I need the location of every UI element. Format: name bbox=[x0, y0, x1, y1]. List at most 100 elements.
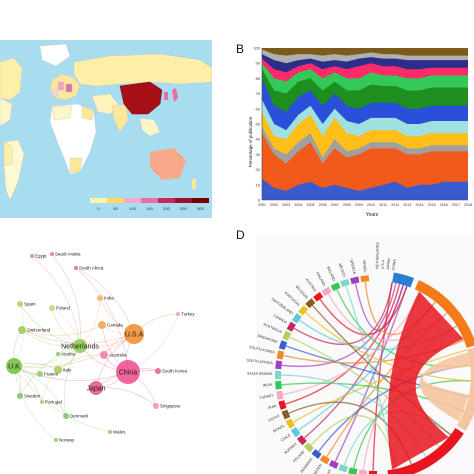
x-tick-label: 2007 bbox=[331, 203, 339, 207]
legend-tick: 0 bbox=[97, 206, 100, 211]
network-node-label: Japan bbox=[86, 386, 105, 393]
chord-country-arc bbox=[275, 370, 282, 380]
chord-label: BRAZIL bbox=[273, 424, 286, 434]
x-tick-label: 2002 bbox=[270, 203, 278, 207]
network-node-label: Canada bbox=[107, 323, 123, 328]
y-tick-label: 10 bbox=[256, 182, 261, 187]
chord-country-arc bbox=[290, 427, 301, 438]
network-node-label: Sweden bbox=[24, 394, 41, 399]
chord-diagram: ITALYU.KSPAINFRANCEGERMANYSWEDENDENMARKP… bbox=[246, 234, 474, 474]
chord-country-arc bbox=[303, 442, 314, 453]
chord-ribbon bbox=[319, 285, 408, 336]
network-edge bbox=[75, 267, 129, 373]
chord-country-arc bbox=[338, 464, 348, 473]
panel-letter-b: B bbox=[236, 42, 245, 56]
x-axis-label: Years bbox=[366, 212, 379, 218]
network-node bbox=[40, 400, 44, 404]
network-node-label: South Africa bbox=[79, 266, 104, 271]
network-edge bbox=[13, 333, 135, 368]
network-edge bbox=[13, 365, 57, 441]
chord-label: SOUTH AFRICA bbox=[246, 358, 273, 365]
network-node bbox=[17, 393, 23, 399]
legend-swatch bbox=[158, 198, 175, 203]
chord-label: U.S.A bbox=[381, 259, 386, 269]
x-tick-label: 2004 bbox=[294, 203, 302, 207]
network-node bbox=[6, 358, 22, 374]
x-tick-label: 2015 bbox=[428, 203, 436, 207]
chord-country-arc bbox=[313, 292, 324, 302]
legend-tick: 300 bbox=[197, 206, 204, 211]
network-node bbox=[17, 301, 23, 307]
network-edge bbox=[63, 345, 81, 417]
network-node bbox=[37, 371, 43, 377]
chord-country-arc bbox=[278, 340, 288, 350]
chord-label: CANADA bbox=[273, 314, 288, 325]
x-tick-label: 2013 bbox=[403, 203, 411, 207]
area-axes: 0 10 20 30 40 50 60 70 80 90 100 2001 2002 2003 2004 20… bbox=[253, 46, 472, 208]
y-tick-label: 30 bbox=[256, 152, 261, 157]
x-tick-label: 2016 bbox=[440, 203, 448, 207]
network-edge bbox=[19, 345, 81, 397]
network-node bbox=[50, 252, 54, 256]
legend-swatch bbox=[107, 198, 124, 203]
chord-country-arc bbox=[319, 454, 330, 465]
stacked-area-chart: 0 10 20 30 40 50 60 70 80 90 100 2001 2002 2003 2004 20… bbox=[248, 46, 472, 219]
network-node-label: Norway bbox=[59, 438, 75, 443]
chord-ribbon bbox=[311, 304, 452, 436]
chord-major-ribbon bbox=[419, 352, 471, 422]
chord-arcs bbox=[275, 272, 474, 474]
x-tick-label: 2010 bbox=[367, 203, 375, 207]
chord-label: IRAN bbox=[268, 404, 278, 410]
x-tick-label: 2011 bbox=[379, 203, 387, 207]
network-edge bbox=[19, 303, 81, 347]
network-node bbox=[74, 266, 78, 270]
network-node-label: Portugal bbox=[45, 400, 62, 405]
network-edge bbox=[51, 253, 81, 347]
chord-country-arc bbox=[321, 286, 332, 296]
chord-label: SAUDI ARABIA bbox=[247, 372, 273, 376]
network-node bbox=[98, 321, 106, 329]
area-panel: B 0 10 20 30 40 50 60 70 80 90 100 2001 2002 2003 2004… bbox=[236, 40, 474, 230]
legend-swatch bbox=[141, 198, 158, 203]
network-edge bbox=[51, 307, 81, 347]
network-node bbox=[18, 326, 26, 334]
chord-country-arc bbox=[360, 275, 370, 283]
network-node bbox=[30, 254, 34, 258]
chord-label: JAPAN bbox=[386, 258, 391, 270]
chord-label: GERMANY bbox=[321, 468, 333, 474]
chord-label: FINLAND bbox=[315, 271, 326, 287]
x-tick-label: 2012 bbox=[391, 203, 399, 207]
network-node-label: Australia bbox=[109, 353, 127, 358]
x-tick-label: 2001 bbox=[258, 203, 266, 207]
chord-ribbon bbox=[354, 283, 404, 331]
network-panel: China U.S.A Netherlands U.K Japan Canada Switz… bbox=[0, 250, 212, 474]
chord-panel: D ITALYU.KSPAINFRANCEGERMANYSWEDENDENMAR… bbox=[236, 226, 474, 474]
y-tick-label: 50 bbox=[256, 122, 261, 127]
chord-country-arc bbox=[358, 469, 368, 474]
chord-country-arc bbox=[348, 467, 358, 474]
chord-ribbon bbox=[372, 282, 393, 471]
y-tick-label: 60 bbox=[256, 106, 261, 111]
map-panel: 0 50 100 150 200 250 300 bbox=[0, 40, 212, 218]
chord-major-arc bbox=[387, 428, 464, 474]
network-node bbox=[73, 339, 87, 353]
network-node-label: China bbox=[119, 370, 137, 377]
legend-tick: 250 bbox=[180, 206, 187, 211]
network-nodes: China U.S.A Netherlands U.K Japan Canada Switz… bbox=[6, 252, 195, 443]
y-tick-label: 40 bbox=[256, 137, 261, 142]
network-node bbox=[54, 366, 62, 374]
chord-country-arc bbox=[282, 330, 292, 341]
network-node-label: Saudi Arabia bbox=[55, 252, 81, 257]
network-edge bbox=[57, 354, 105, 371]
network-node bbox=[100, 351, 108, 359]
legend-tick: 150 bbox=[146, 206, 153, 211]
chord-label: MEXICO bbox=[338, 263, 346, 278]
y-tick-label: 100 bbox=[253, 46, 260, 51]
chord-country-arc bbox=[311, 449, 322, 459]
network-node bbox=[176, 312, 180, 316]
network-node-label: U.K bbox=[8, 364, 20, 371]
area-layer bbox=[262, 178, 468, 200]
map-legend: 0 50 100 150 200 250 300 bbox=[90, 198, 209, 211]
network-node bbox=[89, 381, 103, 395]
chord-major-arc bbox=[456, 347, 474, 431]
